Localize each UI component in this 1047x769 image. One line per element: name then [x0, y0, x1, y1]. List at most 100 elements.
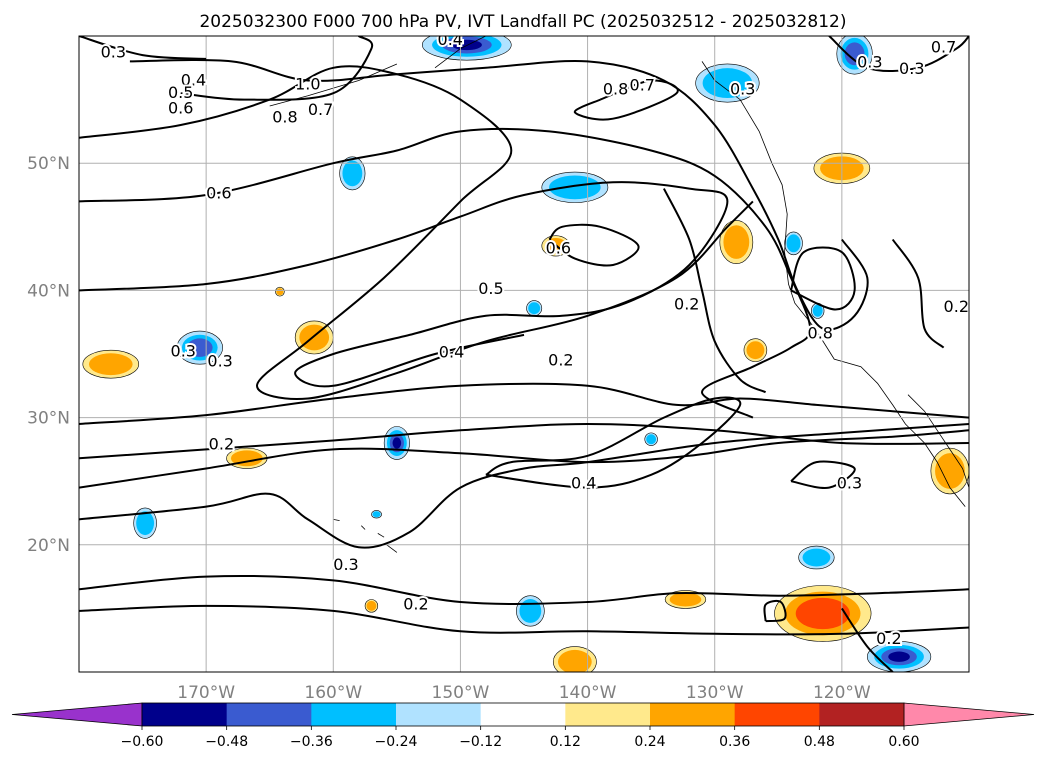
colorbar-extend-min	[11, 702, 143, 727]
colorbar-outline	[141, 702, 905, 727]
contour-label: 0.3	[333, 555, 358, 574]
shaded-region	[136, 511, 155, 536]
shaded-region	[276, 288, 284, 296]
shaded-region	[392, 437, 402, 449]
pv-contour-line	[79, 429, 969, 489]
pv-contour-line	[891, 238, 945, 349]
contour-label: 0.3	[207, 352, 232, 371]
longitude-tick-label: 120°W	[813, 683, 871, 703]
map-frame	[78, 35, 970, 673]
shaded-region	[935, 453, 965, 489]
shaded-region	[372, 511, 381, 518]
contour-label: 1.0	[295, 74, 320, 93]
colorbar-tick-label: −0.24	[375, 734, 418, 750]
shaded-region	[795, 597, 850, 630]
coastline	[333, 519, 340, 521]
colorbar-tick-label: 0.12	[550, 734, 581, 750]
colorbar-tick-label: 0.36	[719, 734, 750, 750]
shaded-region	[366, 600, 377, 611]
shaded-region	[519, 599, 542, 623]
shaded-region	[528, 302, 541, 315]
colorbar-extend-max	[903, 702, 1035, 727]
contour-label: 0.3	[730, 79, 755, 98]
contour-label: 0.3	[171, 341, 196, 360]
contour-label: 0.5	[168, 83, 193, 102]
pv-contour-line	[573, 79, 679, 121]
shaded-region	[888, 651, 910, 662]
longitude-tick-label: 160°W	[304, 683, 362, 703]
pv-contour-line	[79, 65, 754, 400]
longitude-tick-label: 130°W	[686, 683, 744, 703]
pv-contour-line	[790, 246, 856, 311]
colorbar-segment	[565, 703, 651, 726]
pv-contour-line	[790, 460, 856, 489]
latitude-tick-label: 20°N	[27, 536, 70, 556]
longitude-tick-label: 170°W	[177, 683, 235, 703]
shaded-region	[723, 225, 750, 259]
coastline	[907, 394, 969, 488]
colorbar-segment	[226, 703, 312, 726]
pv-contour-line	[129, 59, 869, 331]
contour-label: 0.4	[571, 474, 596, 493]
pv-contour-line	[79, 382, 969, 425]
contour-label: 0.2	[548, 350, 573, 369]
shaded-region	[669, 592, 702, 607]
contour-label: 0.2	[674, 294, 699, 313]
colorbar-tick-label: −0.60	[121, 734, 164, 750]
shaded-region	[451, 39, 482, 51]
pv-contour-line	[79, 422, 969, 460]
contour-label: 0.4	[181, 71, 206, 90]
pv-contour-line	[79, 181, 729, 388]
latitude-tick-label: 50°N	[27, 154, 70, 174]
contour-label: 0.8	[808, 324, 833, 343]
colorbar-tick-label: 0.60	[888, 734, 919, 750]
colorbar-segment	[311, 703, 397, 726]
shaded-region	[812, 304, 823, 317]
contour-label: 0.7	[308, 100, 333, 119]
shaded-region	[549, 175, 601, 200]
shaded-region	[746, 341, 765, 360]
longitude-tick-label: 140°W	[559, 683, 617, 703]
colorbar-segment	[650, 703, 736, 726]
pv-contour-line	[485, 396, 742, 489]
contour-label: 0.8	[272, 107, 297, 126]
pv-contour-line	[828, 36, 969, 72]
contour-label: 0.7	[931, 37, 956, 56]
coastline	[386, 544, 398, 553]
pv-contour-line	[79, 574, 969, 605]
pv-contour-line	[79, 423, 969, 549]
colorbar-tick-label: −0.48	[205, 734, 248, 750]
contour-label: 0.6	[546, 238, 571, 257]
contour-label: 0.3	[101, 43, 126, 62]
shaded-region	[802, 548, 831, 567]
contour-label: 0.3	[857, 53, 882, 72]
pv-contour-layer	[79, 36, 969, 672]
contour-label: 0.6	[168, 99, 193, 118]
contour-label-layer: 0.30.40.50.61.00.8 0.70.60.40.8 0.7 0.30.3 0…	[99, 36, 969, 650]
colorbar: −0.60 −0.48 −0.36 −0.24 −0.12 0.12 0.24 0.36 0.4…	[11, 702, 1035, 750]
latitude-tick-label: 40°N	[27, 281, 70, 301]
shaded-region	[342, 160, 363, 187]
shaded-region	[646, 434, 657, 445]
contour-label: 0.2	[876, 629, 901, 648]
contour-label: 0.5	[478, 279, 503, 298]
coastline	[361, 525, 366, 530]
longitude-tick-label: 150°W	[432, 683, 490, 703]
contour-label: 0.2	[403, 595, 428, 614]
chart-title: 2025032300 F000 700 hPa PV, IVT Landfall…	[199, 12, 846, 32]
pv-contour-line	[663, 188, 767, 394]
pv-contour-line	[548, 223, 640, 267]
contour-label: 0.2	[944, 297, 969, 316]
colorbar-segment	[480, 703, 566, 726]
colorbar-segment	[396, 703, 482, 726]
contour-label: 0.7	[630, 76, 655, 95]
colorbar-segment	[819, 703, 905, 726]
colorbar-tick-label: −0.12	[459, 734, 502, 750]
shaded-anomaly-layer	[82, 36, 969, 672]
shaded-region	[786, 234, 801, 253]
pv-contour-line	[79, 36, 207, 60]
contour-label: 0.6	[206, 184, 231, 203]
latitude-tick-label: 30°N	[27, 409, 70, 429]
